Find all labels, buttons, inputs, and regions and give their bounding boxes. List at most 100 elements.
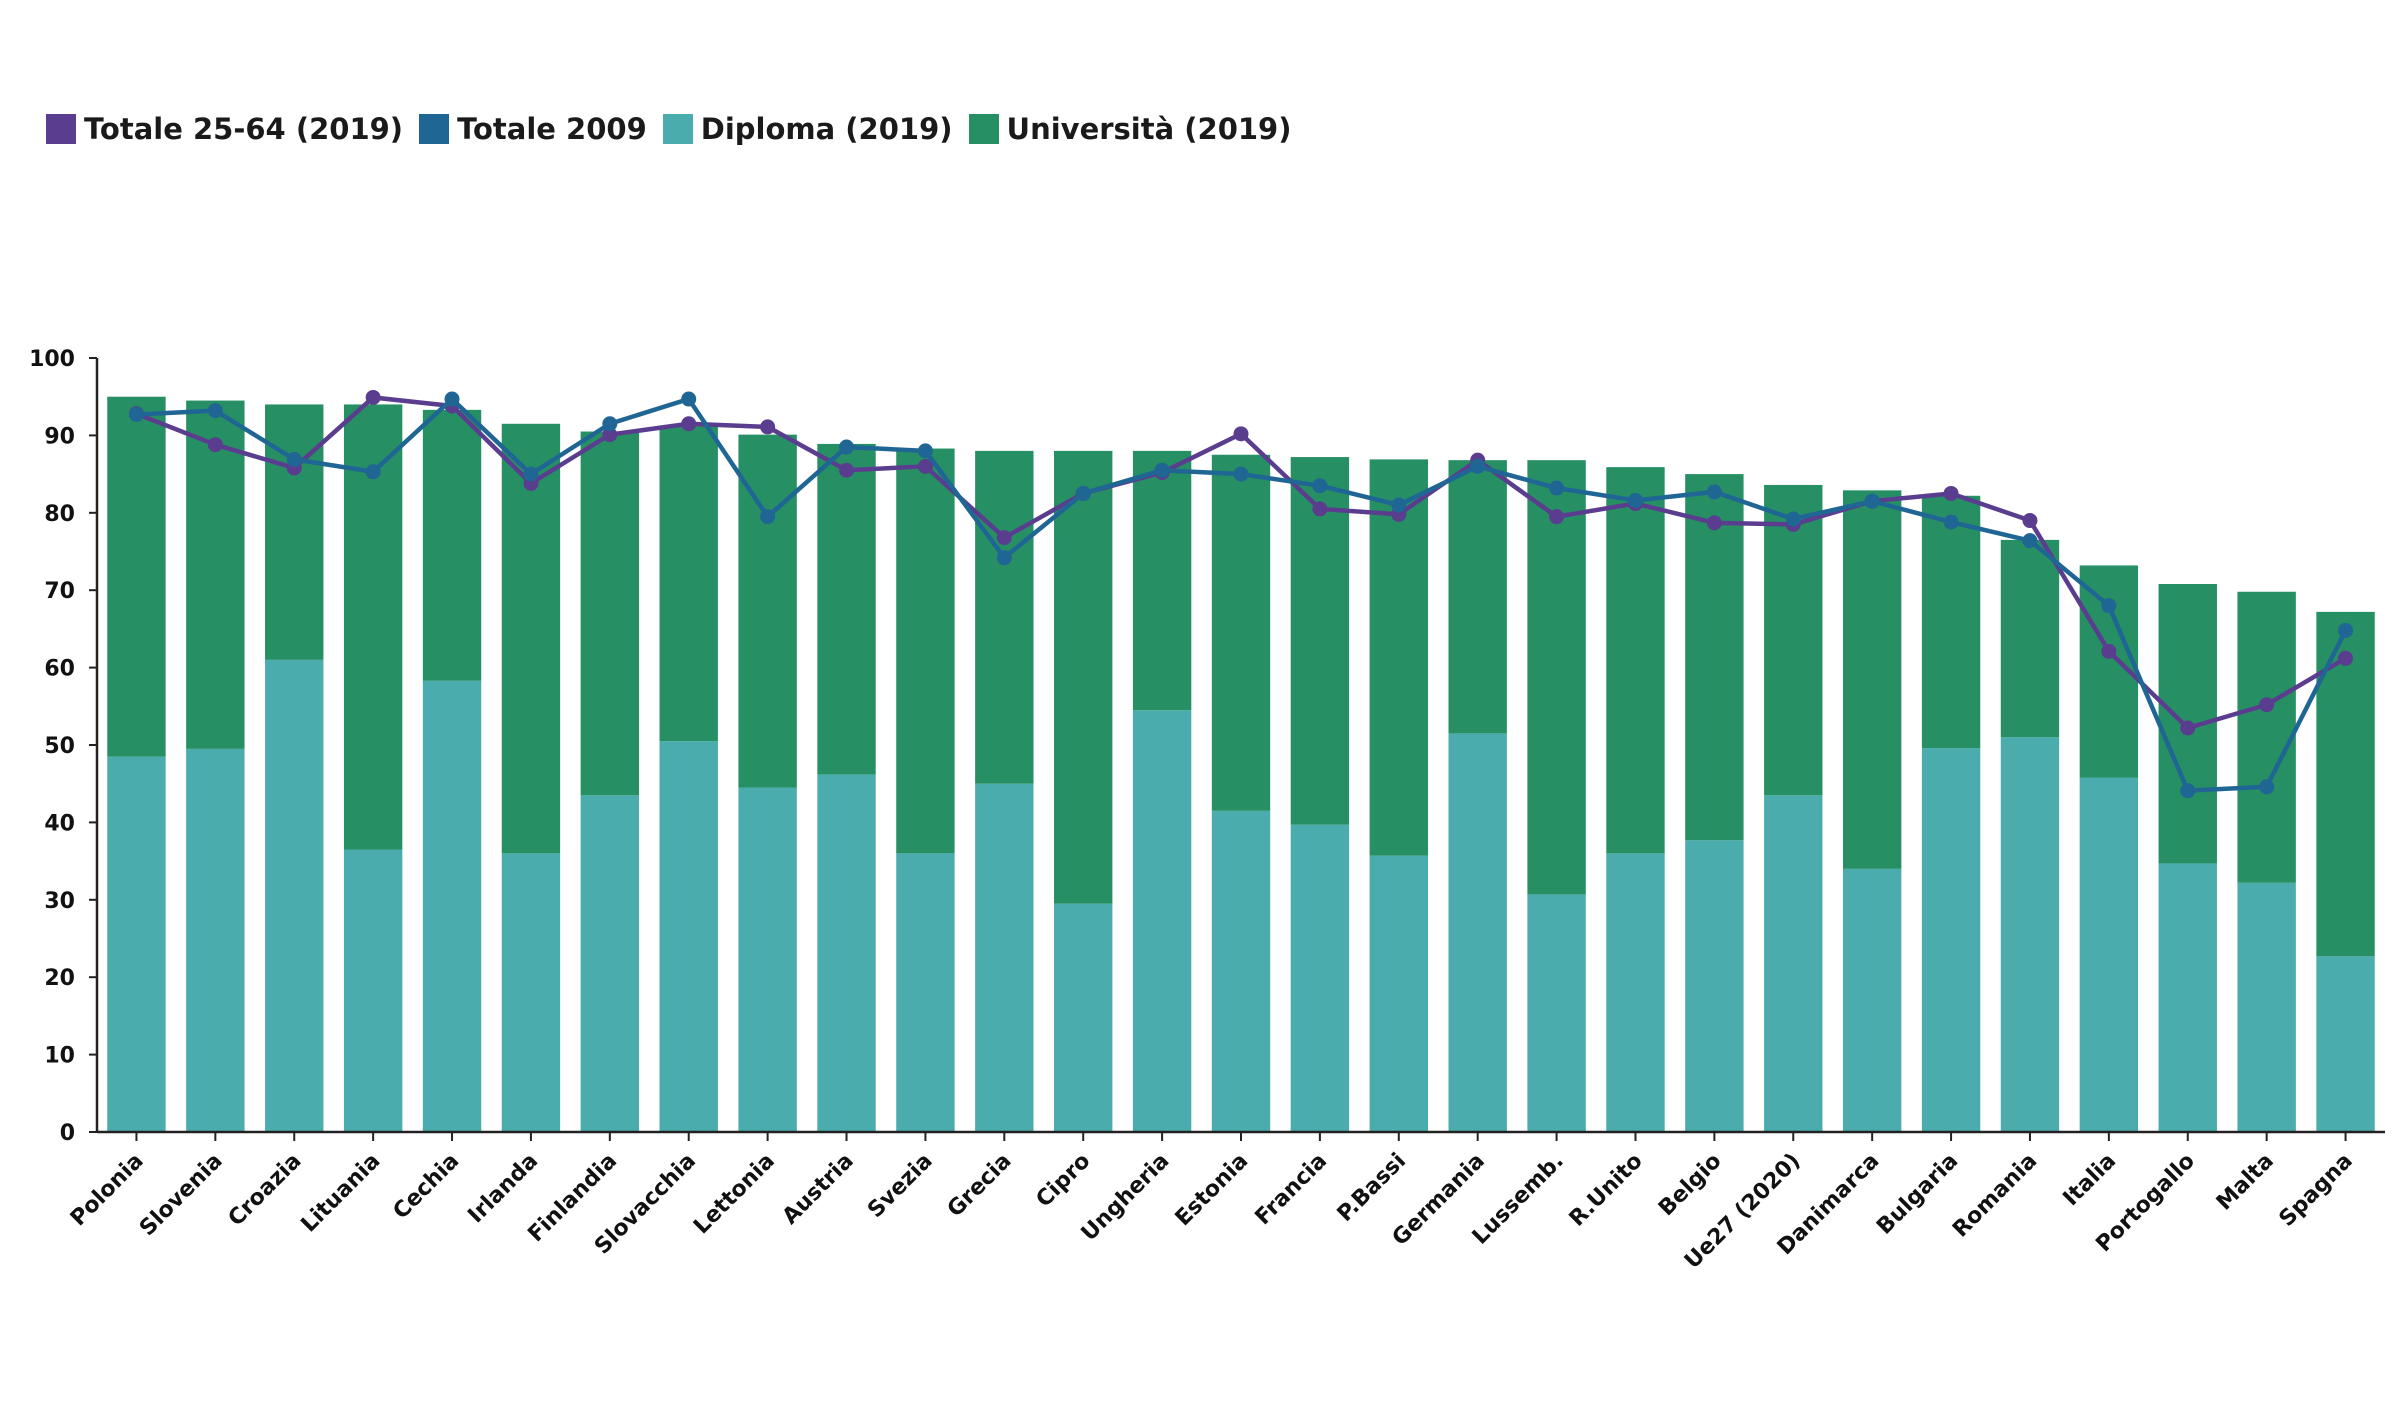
x-tick-label-0: Polonia [66,1149,149,1232]
y-tick-label-50: 50 [44,734,75,759]
bar-diploma-1 [186,748,245,1132]
x-tick-label-12: Cipro [1032,1149,1096,1213]
bar-diploma-22 [1842,868,1902,1132]
point-totale-25-64-10 [917,458,933,474]
point-totale-25-64-27 [2259,697,2275,713]
point-totale-2009-12 [1075,485,1091,501]
y-tick-label-70: 70 [44,579,75,604]
x-tick-label-20: Belgio [1654,1149,1727,1222]
point-totale-2009-4 [444,391,460,407]
legend-swatch-totale-2009 [419,114,450,144]
point-totale-2009-27 [2259,779,2275,795]
bar-universita-17 [1448,460,1507,734]
y-tick-label-30: 30 [44,889,75,914]
legend-swatch-diploma [662,114,693,144]
bar-diploma-12 [1054,903,1113,1132]
y-tick-label-80: 80 [44,502,75,527]
bar-diploma-6 [580,795,640,1132]
bar-universita-9 [817,443,876,775]
point-totale-2009-16 [1391,497,1407,513]
bar-universita-4 [422,409,482,681]
bar-diploma-16 [1369,855,1428,1132]
bar-diploma-26 [2158,863,2217,1132]
y-tick-label-10: 10 [44,1044,75,1069]
bar-diploma-28 [2316,956,2375,1132]
bar-universita-2 [265,404,324,660]
x-tick-label-14: Estonia [1171,1149,1254,1232]
point-totale-2009-6 [602,416,618,432]
y-tick-label-0: 0 [60,1121,75,1146]
point-totale-25-64-18 [1549,509,1565,525]
point-totale-2009-22 [1864,493,1880,509]
x-tick-label-28: Spagna [2275,1149,2358,1232]
bar-universita-13 [1132,450,1192,711]
y-tick-label-40: 40 [44,811,75,836]
x-tick-label-2: Croazia [224,1149,307,1232]
bar-universita-16 [1369,459,1428,856]
bar-diploma-27 [2237,882,2296,1132]
point-totale-2009-28 [2338,622,2354,638]
bar-diploma-9 [817,774,876,1132]
bar-diploma-2 [265,659,324,1132]
y-tick-label-90: 90 [44,424,75,449]
point-totale-2009-25 [2101,598,2117,614]
bar-diploma-7 [659,741,718,1132]
x-tick-label-3: Lituania [297,1149,386,1238]
point-totale-2009-7 [681,391,697,407]
x-tick-label-24: Romania [1948,1149,2042,1243]
point-totale-25-64-24 [2022,513,2038,529]
point-totale-2009-20 [1706,484,1722,500]
point-totale-25-64-8 [760,419,776,435]
x-tick-label-10: Svezia [863,1149,937,1223]
bar-universita-18 [1527,460,1586,895]
point-totale-2009-2 [286,451,302,467]
point-totale-25-64-26 [2180,720,2196,736]
bar-diploma-19 [1606,853,1665,1132]
bar-diploma-25 [2079,777,2139,1132]
point-totale-25-64-20 [1706,515,1722,531]
point-totale-2009-14 [1233,466,1249,482]
legend-label-universita: Università (2019) [1006,112,1292,146]
point-totale-2009-18 [1549,480,1565,496]
legend-item-totale-25-64: Totale 25-64 (2019) [46,112,403,146]
point-totale-25-64-6 [602,427,618,443]
bar-universita-6 [580,431,640,796]
y-tick-label-20: 20 [44,966,75,991]
bar-universita-27 [2237,591,2296,883]
point-totale-2009-5 [523,466,539,482]
bar-diploma-11 [975,783,1034,1132]
bar-diploma-5 [501,853,561,1132]
bar-universita-8 [738,434,797,788]
point-totale-2009-26 [2180,783,2196,799]
x-tick-label-11: Grecia [943,1149,1017,1223]
bar-universita-20 [1685,474,1744,841]
point-totale-2009-17 [1470,458,1486,474]
point-totale-25-64-28 [2338,650,2354,666]
bar-universita-5 [501,423,561,854]
point-totale-25-64-11 [996,530,1012,546]
bar-diploma-23 [1921,748,1981,1132]
bar-universita-22 [1842,490,1902,869]
bar-universita-11 [975,450,1034,784]
point-totale-25-64-15 [1312,501,1328,517]
point-totale-2009-24 [2022,533,2038,549]
bar-diploma-4 [422,680,482,1132]
x-tick-label-19: R.Unito [1565,1149,1648,1232]
point-totale-2009-1 [207,403,223,419]
bar-universita-14 [1211,454,1271,811]
bar-universita-7 [659,426,718,742]
legend-item-totale-2009: Totale 2009 [419,112,647,146]
legend-label-totale-2009: Totale 2009 [457,112,647,146]
bar-universita-24 [2000,539,2060,738]
point-totale-25-64-25 [2101,643,2117,659]
bar-diploma-17 [1448,733,1507,1132]
bar-diploma-18 [1527,894,1586,1132]
chart-legend: Totale 25-64 (2019) Totale 2009 Diploma … [46,112,1308,146]
bar-diploma-24 [2000,737,2060,1132]
x-tick-label-9: Austria [778,1149,859,1230]
x-tick-label-4: Cechia [389,1149,465,1225]
bar-diploma-0 [107,756,166,1132]
legend-swatch-universita [968,114,999,144]
bar-diploma-10 [896,853,955,1132]
